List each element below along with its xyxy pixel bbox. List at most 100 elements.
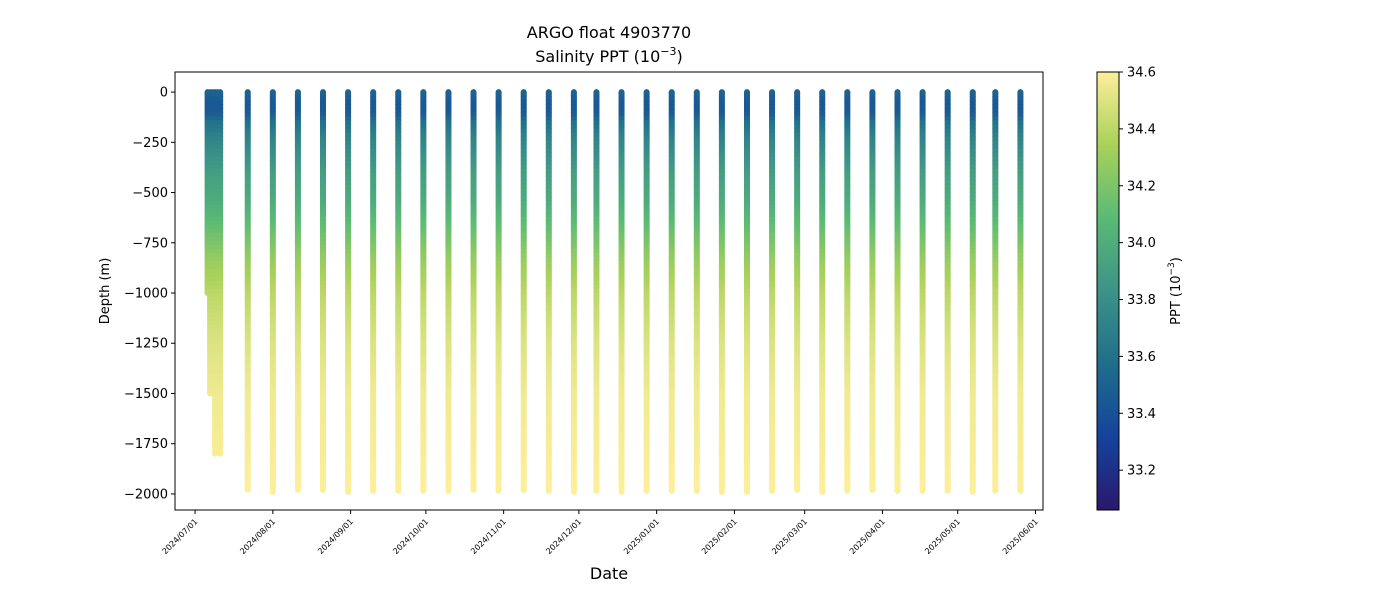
profile-segment	[869, 297, 876, 302]
profile-segment	[743, 100, 750, 105]
profile-segment	[743, 260, 750, 266]
profile-segment	[919, 361, 926, 366]
profile-segment	[395, 325, 402, 330]
profile-segment	[743, 228, 750, 234]
profile-segment	[743, 136, 750, 141]
profile-segment	[718, 172, 725, 178]
profile-segment	[445, 148, 452, 153]
profile-segment	[869, 329, 876, 334]
profile-segment	[269, 236, 276, 242]
profile-segment	[345, 397, 352, 403]
profile-segment	[420, 184, 427, 190]
profile-segment	[969, 357, 976, 362]
profile-segment	[370, 172, 377, 178]
profile-segment	[395, 473, 402, 479]
profile-segment	[570, 228, 577, 234]
profile-segment	[769, 208, 776, 214]
profile-segment	[545, 180, 552, 186]
profile-segment	[345, 325, 352, 330]
profile-segment	[445, 385, 452, 391]
profile-segment	[1017, 377, 1024, 383]
profile-segment	[320, 329, 327, 334]
profile-segment	[395, 224, 402, 230]
profile-segment	[1017, 200, 1024, 206]
profile-segment	[1017, 248, 1024, 254]
profile-segment	[320, 417, 327, 423]
profile-segment	[668, 240, 675, 246]
profile-segment	[345, 120, 352, 125]
profile-segment	[1017, 276, 1024, 282]
profile-segment	[894, 288, 901, 294]
profile-segment	[495, 252, 502, 258]
profile-segment	[618, 152, 625, 157]
profile-segment	[944, 381, 951, 387]
profile-segment	[668, 100, 675, 105]
profile-segment	[794, 417, 801, 423]
profile-segment	[992, 461, 999, 467]
profile-segment	[618, 461, 625, 467]
profile-segment	[992, 401, 999, 407]
profile-segment	[217, 180, 224, 186]
profile-segment	[244, 365, 251, 370]
profile-segment	[570, 216, 577, 222]
profile-segment	[269, 192, 276, 198]
profile-segment	[668, 260, 675, 266]
profile-segment	[420, 272, 427, 278]
profile-segment	[894, 477, 901, 483]
profile-segment	[320, 268, 327, 274]
profile-segment	[345, 96, 352, 101]
profile-segment	[593, 280, 600, 286]
profile-column	[495, 89, 502, 494]
profile-segment	[570, 305, 577, 310]
profile-segment	[520, 156, 527, 162]
profile-segment	[294, 280, 301, 286]
profile-segment	[794, 353, 801, 358]
profile-segment	[520, 148, 527, 153]
profile-segment	[294, 325, 301, 330]
profile-segment	[819, 192, 826, 198]
profile-segment	[445, 413, 452, 419]
profile-segment	[420, 477, 427, 483]
profile-segment	[445, 425, 452, 431]
profile-segment	[593, 449, 600, 455]
profile-segment	[693, 477, 700, 483]
profile-segment	[395, 345, 402, 350]
profile-segment	[244, 361, 251, 366]
profile-segment	[894, 349, 901, 354]
profile-segment	[320, 429, 327, 435]
profile-segment	[520, 184, 527, 190]
profile-segment	[470, 192, 477, 198]
profile-segment	[944, 268, 951, 274]
profile-segment	[320, 140, 327, 145]
profile-segment	[269, 433, 276, 439]
profile-segment	[969, 473, 976, 479]
profile-segment	[919, 248, 926, 254]
profile-segment	[693, 276, 700, 282]
profile-segment	[495, 236, 502, 242]
profile-segment	[1017, 156, 1024, 162]
profile-segment	[345, 128, 352, 133]
profile-segment	[819, 345, 826, 350]
profile-segment	[420, 268, 427, 274]
profile-segment	[769, 373, 776, 378]
profile-segment	[643, 309, 650, 314]
profile-segment	[370, 309, 377, 314]
profile-segment	[269, 156, 276, 162]
profile-segment	[869, 473, 876, 479]
profile-segment	[992, 268, 999, 274]
profile-segment	[718, 317, 725, 322]
profile-segment	[992, 361, 999, 366]
profile-segment	[593, 196, 600, 202]
profile-top-point	[1017, 89, 1024, 96]
profile-segment	[668, 168, 675, 174]
profile-segment	[618, 329, 625, 334]
profile-segment	[294, 429, 301, 435]
profile-segment	[244, 160, 251, 166]
profile-segment	[545, 465, 552, 471]
profile-segment	[420, 317, 427, 322]
profile-segment	[819, 196, 826, 202]
profile-segment	[470, 276, 477, 282]
profile-segment	[894, 116, 901, 121]
profile-segment	[869, 168, 876, 174]
profile-segment	[819, 405, 826, 411]
